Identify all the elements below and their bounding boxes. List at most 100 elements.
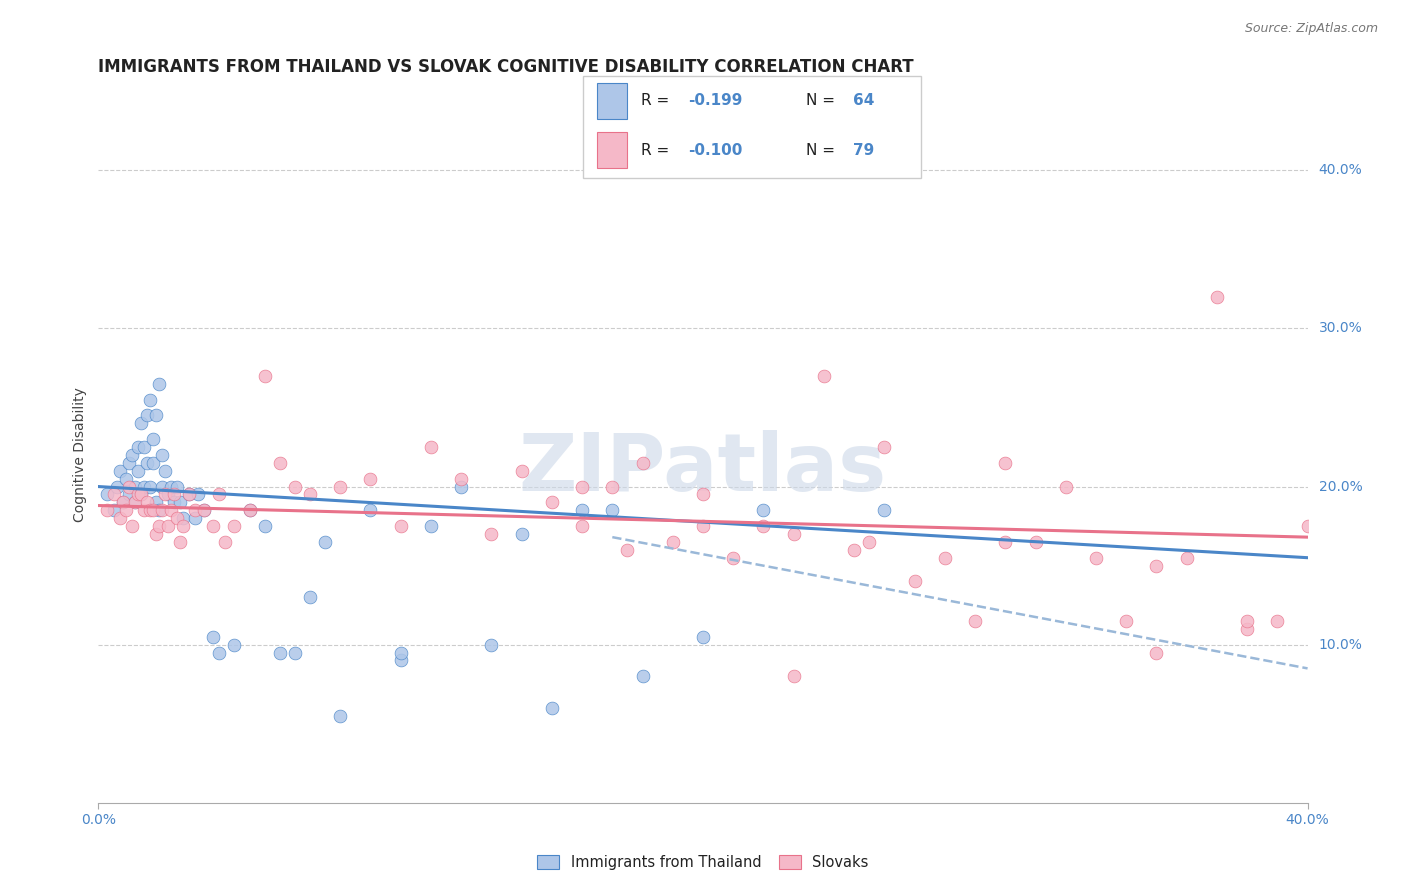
Text: -0.100: -0.100 (688, 143, 742, 158)
Point (166, 511, 188, 525)
Point (782, 527, 804, 541)
Point (224, 519, 246, 533)
Point (934, 550, 956, 565)
Point (127, 464, 149, 478)
Text: ZIPatlas: ZIPatlas (519, 430, 887, 508)
Point (124, 495, 146, 509)
Point (139, 503, 162, 517)
Point (145, 527, 167, 541)
Point (124, 479, 146, 493)
Point (661, 534, 683, 549)
Point (148, 503, 170, 517)
Point (177, 487, 201, 501)
Point (450, 479, 472, 493)
Point (284, 646, 307, 660)
Text: 20.0%: 20.0% (1319, 480, 1362, 493)
Point (360, 503, 382, 517)
Point (121, 448, 143, 462)
Text: -0.199: -0.199 (688, 94, 742, 109)
Point (224, 638, 246, 652)
Point (284, 479, 307, 493)
Point (172, 511, 194, 525)
Point (129, 417, 152, 431)
Point (253, 368, 276, 383)
Point (163, 495, 186, 509)
Point (139, 479, 162, 493)
Point (118, 456, 141, 470)
Text: 40.0%: 40.0% (1319, 163, 1362, 178)
Point (135, 409, 157, 423)
Point (299, 591, 322, 605)
Point (127, 440, 149, 454)
Bar (598, 132, 627, 168)
Point (129, 487, 152, 501)
Point (752, 503, 775, 517)
Point (844, 542, 866, 557)
Point (616, 542, 638, 557)
Point (994, 534, 1017, 549)
Point (208, 487, 231, 501)
Point (148, 519, 170, 533)
FancyBboxPatch shape (583, 76, 921, 178)
Point (150, 479, 173, 493)
Point (389, 653, 412, 667)
Point (299, 487, 322, 501)
Point (114, 503, 136, 517)
Point (96, 503, 118, 517)
Point (150, 503, 173, 517)
Point (571, 519, 593, 533)
Point (965, 614, 987, 628)
Point (169, 534, 191, 549)
Point (1024, 534, 1046, 549)
Point (873, 503, 896, 517)
Point (1115, 614, 1137, 628)
Point (139, 392, 162, 407)
Point (269, 456, 291, 470)
Point (135, 495, 157, 509)
Bar (598, 83, 627, 119)
Point (145, 495, 167, 509)
Point (481, 638, 503, 652)
Point (752, 519, 775, 533)
Point (540, 701, 562, 715)
Point (571, 479, 593, 493)
Text: 30.0%: 30.0% (1319, 321, 1362, 335)
Point (132, 440, 155, 454)
Point (145, 409, 167, 423)
Point (160, 503, 183, 517)
Point (1206, 290, 1229, 304)
Text: N =: N = (806, 94, 839, 109)
Point (177, 487, 201, 501)
Point (1236, 622, 1258, 636)
Point (782, 669, 804, 683)
Point (631, 456, 654, 470)
Text: 10.0%: 10.0% (1319, 638, 1362, 652)
Point (1175, 550, 1198, 565)
Text: Source: ZipAtlas.com: Source: ZipAtlas.com (1244, 22, 1378, 36)
Point (1296, 519, 1319, 533)
Point (571, 503, 593, 517)
Point (239, 503, 262, 517)
Point (108, 511, 131, 525)
Point (184, 503, 207, 517)
Point (202, 519, 225, 533)
Point (193, 503, 215, 517)
Point (118, 487, 141, 501)
Point (269, 646, 291, 660)
Point (602, 479, 624, 493)
Point (873, 440, 896, 454)
Point (450, 472, 472, 486)
Text: N =: N = (806, 143, 839, 158)
Text: R =: R = (641, 94, 673, 109)
Point (187, 487, 209, 501)
Point (1236, 614, 1258, 628)
Point (132, 479, 155, 493)
Point (214, 534, 236, 549)
Point (329, 708, 352, 723)
Text: 79: 79 (853, 143, 875, 158)
Point (721, 550, 744, 565)
Point (193, 503, 215, 517)
Point (510, 527, 533, 541)
Point (419, 519, 441, 533)
Point (904, 574, 927, 589)
